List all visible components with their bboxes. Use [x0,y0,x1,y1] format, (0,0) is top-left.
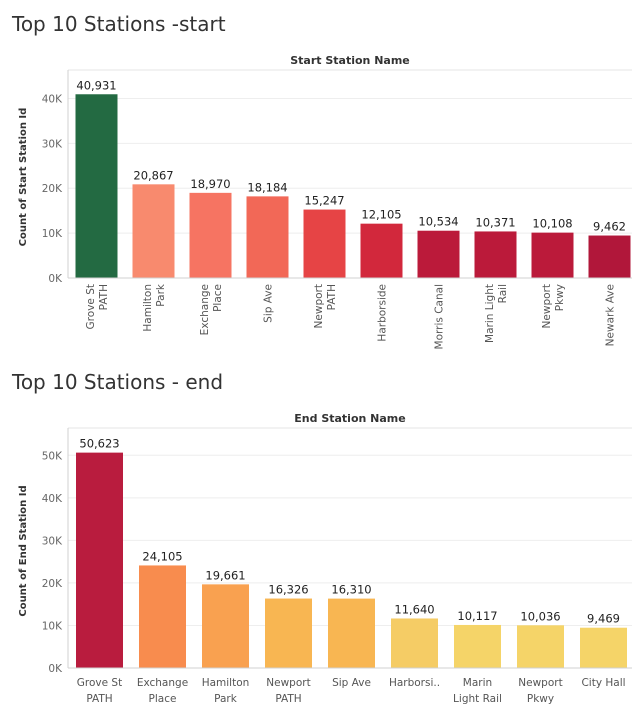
bar [303,209,346,278]
category-label: Park [214,693,238,705]
bar-value-label: 10,036 [520,609,560,623]
category-label: Hamilton [202,677,250,689]
bar-value-label: 10,108 [532,217,572,231]
bar-value-label: 10,371 [475,215,515,229]
bar [246,196,289,278]
y-tick-label: 20K [42,578,63,590]
bar-value-label: 12,105 [361,208,401,222]
bar [474,231,517,278]
bar-value-label: 16,310 [331,583,371,597]
category-label: Marin [463,677,492,689]
x-axis-header: End Station Name [294,412,405,425]
category-label: Grove St [77,677,122,689]
bar-value-label: 10,117 [457,609,497,623]
x-axis-header: Start Station Name [290,54,410,67]
y-tick-label: 0K [48,663,63,675]
category-label: Newport [266,677,310,689]
category-label: Newark Ave [605,284,617,346]
bar [417,230,460,278]
bar [132,184,175,278]
category-label: PATH [98,284,110,310]
bar-value-label: 40,931 [76,78,116,92]
category-label: Sip Ave [332,677,371,689]
category-label: Hamilton [142,284,154,332]
category-label: Light Rail [453,693,502,705]
start-station-bar-chart: Start Station Name 0K 10K 20K 30K 40K Count of… [18,54,632,349]
category-label: City Hall [581,677,625,689]
category-label: PATH [86,693,112,705]
bar-value-label: 9,462 [593,220,626,234]
bar [189,192,232,278]
y-tick-label: 40K [42,493,63,505]
bar [202,584,249,668]
category-label: Sip Ave [263,284,275,323]
y-tick-label: 50K [42,450,63,462]
category-label: Exchange [199,284,211,335]
bar [75,94,118,278]
category-label: Pkwy [554,284,566,311]
category-label: Morris Canal [434,284,446,349]
category-label: Newport [518,677,562,689]
bar-value-label: 50,623 [79,437,119,451]
bar-value-label: 15,247 [304,194,344,208]
chart-title-end: Top 10 Stations - end [12,370,224,394]
y-axis-title: Count of Start Station Id [18,108,29,247]
category-label: Grove St [85,284,97,329]
bar [517,625,564,668]
bar [265,598,312,668]
bar-value-label: 10,534 [418,215,458,229]
bar-value-label: 16,326 [268,583,308,597]
category-label: Newport [313,284,325,328]
bar [360,223,403,278]
bar-value-label: 11,640 [394,602,434,616]
y-tick-label: 40K [42,93,63,105]
category-label: Marin Light [484,284,496,343]
bar [328,598,375,668]
bar [391,618,438,668]
y-tick-label: 10K [42,228,63,240]
category-label: Rail [497,284,509,303]
bar [588,235,631,278]
category-label: Pkwy [527,693,554,705]
y-tick-label: 0K [48,273,63,285]
bar [454,624,501,668]
y-tick-label: 10K [42,620,63,632]
category-label: Place [149,693,177,705]
bar [531,232,574,278]
category-label: Harborside [377,284,389,342]
y-tick-label: 30K [42,535,63,547]
y-tick-label: 20K [42,183,63,195]
bar-value-label: 18,970 [190,177,230,191]
category-label: Harborsi.. [389,677,440,689]
bar [139,565,186,668]
category-label: Newport [541,284,553,328]
bar [580,627,627,668]
bar-value-label: 24,105 [142,549,182,563]
chart-title-start: Top 10 Stations -start [12,12,226,36]
end-station-bar-chart: End Station Name 0K 10K 20K 30K 40K 50K Count o… [18,412,632,705]
bar-value-label: 19,661 [205,568,245,582]
category-label: PATH [326,284,338,310]
y-tick-label: 30K [42,138,63,150]
bar-value-label: 18,184 [247,180,287,194]
category-label: PATH [275,693,301,705]
bar [76,452,123,668]
category-label: Exchange [137,677,188,689]
y-axis-title: Count of End Station Id [18,485,29,616]
bar-value-label: 20,867 [133,168,173,182]
bar-value-label: 9,469 [587,612,620,626]
category-label: Park [155,283,167,307]
category-label: Place [212,284,224,312]
